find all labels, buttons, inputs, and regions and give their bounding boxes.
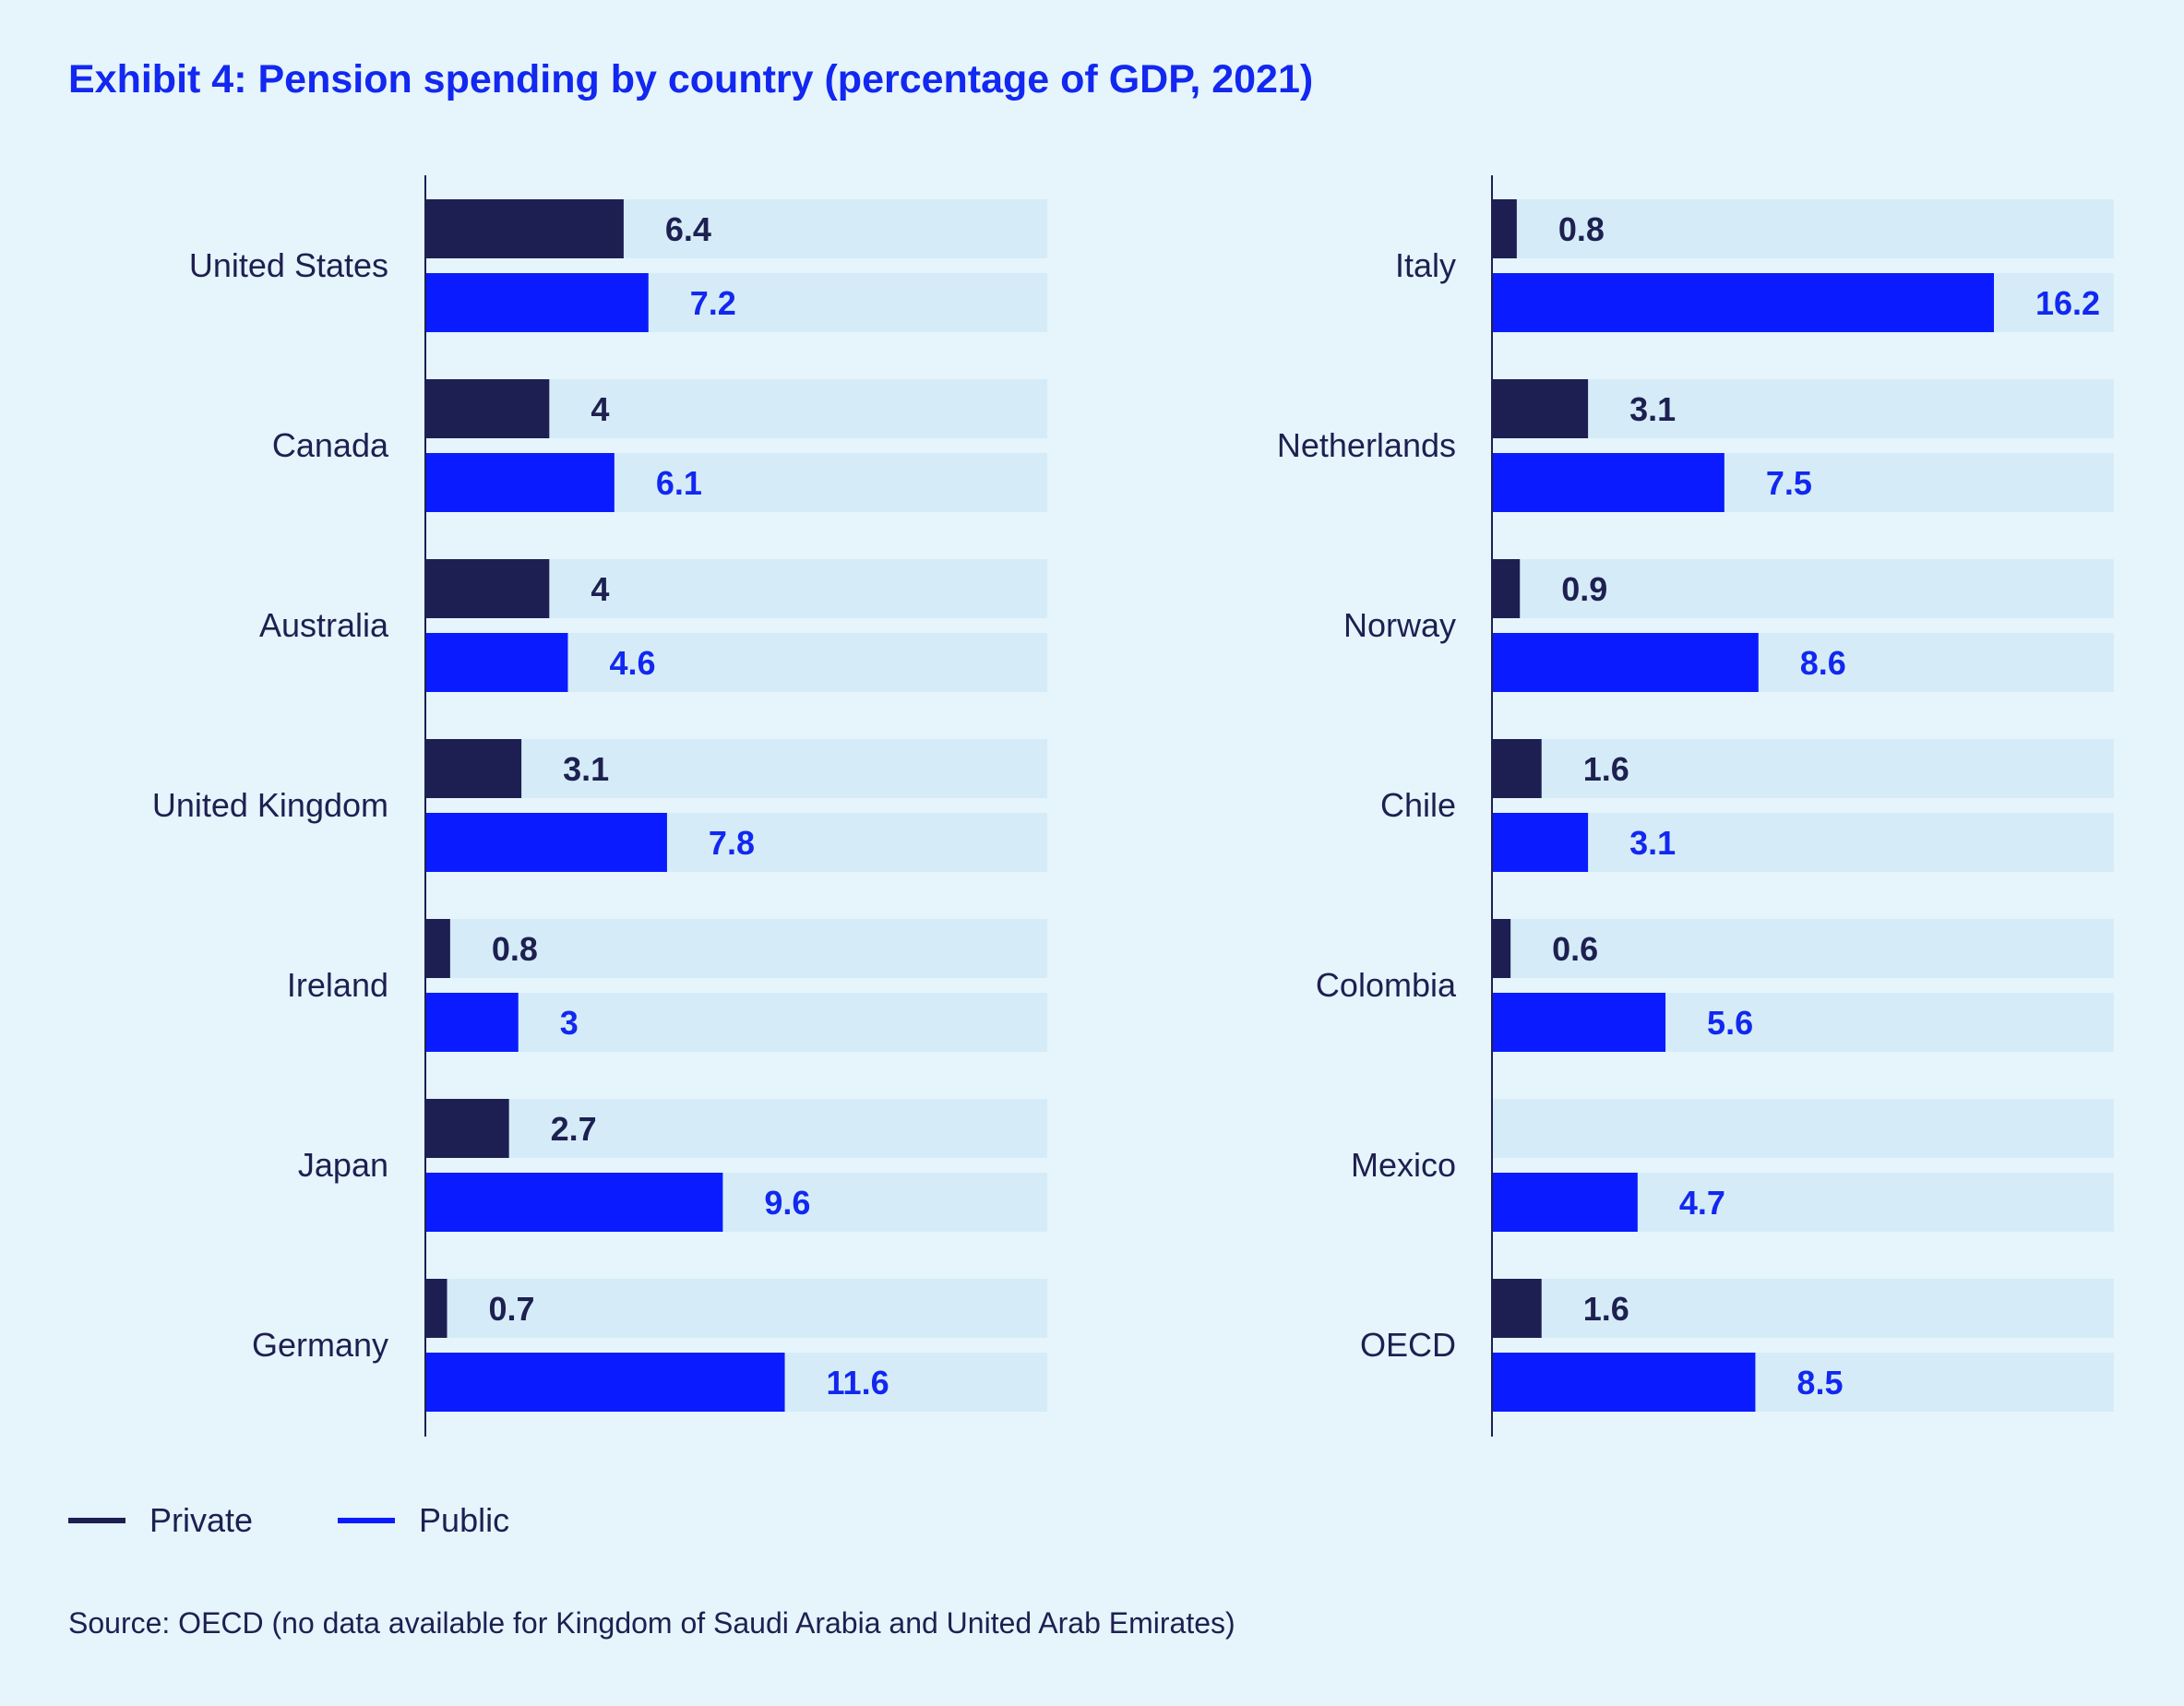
data-label-private-ireland: 0.8 (492, 930, 538, 968)
bar-private-colombia (1492, 919, 1511, 978)
legend-swatch-private (68, 1518, 125, 1523)
data-label-private-colombia: 0.6 (1552, 930, 1598, 968)
category-label-united-states: United States (189, 246, 388, 284)
track-private-germany (425, 1279, 1047, 1338)
bar-private-germany (425, 1279, 448, 1338)
data-label-public-united-kingdom: 7.8 (709, 824, 755, 862)
bar-public-colombia (1492, 993, 1666, 1052)
chart-title: Exhibit 4: Pension spending by country (… (68, 57, 1314, 101)
bar-public-canada (425, 453, 615, 512)
data-label-private-oecd: 1.6 (1583, 1290, 1629, 1328)
bar-private-italy (1492, 199, 1517, 258)
bar-private-canada (425, 379, 550, 438)
bar-public-japan (425, 1173, 723, 1232)
category-label-united-kingdom: United Kingdom (152, 786, 388, 824)
legend-label-private: Private (149, 1501, 254, 1539)
category-label-mexico: Mexico (1351, 1146, 1456, 1184)
category-label-japan: Japan (298, 1146, 388, 1184)
track-private-italy (1492, 199, 2114, 258)
data-label-public-japan: 9.6 (764, 1184, 810, 1222)
bar-public-netherlands (1492, 453, 1725, 512)
data-label-private-japan: 2.7 (551, 1110, 597, 1148)
bar-public-united-kingdom (425, 813, 667, 872)
data-label-public-ireland: 3 (560, 1004, 579, 1042)
data-label-private-australia: 4 (591, 570, 609, 608)
legend-swatch-public (338, 1518, 396, 1523)
data-label-private-chile: 1.6 (1583, 750, 1629, 788)
data-label-private-united-kingdom: 3.1 (563, 750, 609, 788)
bar-public-mexico (1492, 1173, 1638, 1232)
source-note: Source: OECD (no data available for King… (68, 1606, 1235, 1640)
bar-public-germany (425, 1353, 785, 1412)
data-label-public-oecd: 8.5 (1796, 1364, 1843, 1402)
legend-item-private: Private (68, 1501, 253, 1540)
data-label-public-mexico: 4.7 (1679, 1184, 1725, 1222)
track-private-japan (425, 1099, 1047, 1158)
data-label-public-canada: 6.1 (656, 464, 702, 502)
category-label-canada: Canada (272, 426, 389, 464)
bar-private-norway (1492, 559, 1521, 618)
data-label-private-canada: 4 (591, 390, 609, 428)
category-label-chile: Chile (1380, 786, 1456, 824)
bar-public-australia (425, 633, 568, 692)
bar-public-ireland (425, 993, 519, 1052)
bar-public-norway (1492, 633, 1759, 692)
data-label-private-netherlands: 3.1 (1629, 390, 1676, 428)
track-private-ireland (425, 919, 1047, 978)
track-private-chile (1492, 739, 2114, 798)
bar-private-ireland (425, 919, 450, 978)
legend: Private Public (68, 1501, 594, 1540)
category-label-colombia: Colombia (1316, 966, 1457, 1004)
data-label-public-germany: 11.6 (827, 1364, 889, 1402)
data-label-private-germany: 0.7 (489, 1290, 535, 1328)
track-private-oecd (1492, 1279, 2114, 1338)
category-label-ireland: Ireland (287, 966, 388, 1004)
bar-private-united-kingdom (425, 739, 522, 798)
bar-private-japan (425, 1099, 509, 1158)
data-label-private-norway: 0.9 (1561, 570, 1607, 608)
track-private-mexico (1492, 1099, 2114, 1158)
category-label-norway: Norway (1343, 606, 1456, 644)
bar-private-united-states (425, 199, 624, 258)
category-label-germany: Germany (252, 1326, 388, 1364)
data-label-public-united-states: 7.2 (690, 284, 736, 322)
category-label-oecd: OECD (1360, 1326, 1456, 1364)
legend-item-public: Public (338, 1501, 509, 1540)
bar-public-chile (1492, 813, 1589, 872)
track-private-colombia (1492, 919, 2114, 978)
data-label-public-chile: 3.1 (1629, 824, 1676, 862)
bar-private-chile (1492, 739, 1542, 798)
category-label-australia: Australia (259, 606, 389, 644)
data-label-public-norway: 8.6 (1800, 644, 1846, 682)
data-label-private-italy: 0.8 (1558, 210, 1605, 248)
track-private-united-kingdom (425, 739, 1047, 798)
bar-public-united-states (425, 273, 649, 332)
track-private-netherlands (1492, 379, 2114, 438)
track-public-chile (1492, 813, 2114, 872)
data-label-public-australia: 4.6 (609, 644, 655, 682)
track-public-ireland (425, 993, 1047, 1052)
track-private-norway (1492, 559, 2114, 618)
data-label-public-colombia: 5.6 (1707, 1004, 1753, 1042)
bar-private-oecd (1492, 1279, 1542, 1338)
category-label-italy: Italy (1395, 246, 1456, 284)
data-label-private-united-states: 6.4 (665, 210, 711, 248)
legend-label-public: Public (419, 1501, 510, 1539)
bar-private-netherlands (1492, 379, 1589, 438)
bar-private-australia (425, 559, 550, 618)
data-label-public-netherlands: 7.5 (1766, 464, 1812, 502)
bar-public-oecd (1492, 1353, 1756, 1412)
bar-public-italy (1492, 273, 1994, 332)
category-label-netherlands: Netherlands (1277, 426, 1456, 464)
data-label-public-italy: 16.2 (2035, 284, 2100, 322)
